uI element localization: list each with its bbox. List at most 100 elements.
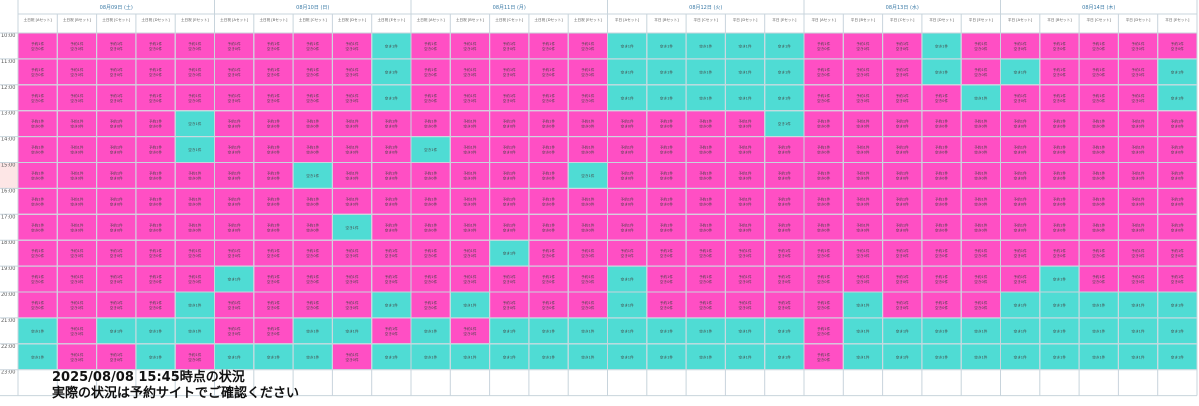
available-slot[interactable] <box>922 33 961 59</box>
booked-slot[interactable] <box>843 188 883 214</box>
available-slot[interactable] <box>1158 344 1197 370</box>
booked-slot[interactable] <box>450 85 490 111</box>
available-slot[interactable] <box>883 318 922 344</box>
booked-slot[interactable] <box>97 188 136 214</box>
booked-slot[interactable] <box>725 266 765 292</box>
available-slot[interactable] <box>647 318 686 344</box>
booked-slot[interactable] <box>922 163 961 188</box>
available-slot[interactable] <box>765 111 804 137</box>
booked-slot[interactable] <box>215 292 254 318</box>
booked-slot[interactable] <box>568 292 607 318</box>
booked-slot[interactable] <box>57 137 97 162</box>
booked-slot[interactable] <box>57 344 97 370</box>
available-slot[interactable] <box>1040 318 1079 344</box>
booked-slot[interactable] <box>883 163 922 188</box>
booked-slot[interactable] <box>254 292 293 318</box>
available-slot[interactable] <box>490 318 529 344</box>
booked-slot[interactable] <box>1079 266 1118 292</box>
available-slot[interactable] <box>961 344 1000 370</box>
available-slot[interactable] <box>372 344 411 370</box>
available-slot[interactable] <box>293 318 332 344</box>
booked-slot[interactable] <box>450 33 490 59</box>
booked-slot[interactable] <box>97 85 136 111</box>
booked-slot[interactable] <box>18 137 57 162</box>
booked-slot[interactable] <box>1079 188 1118 214</box>
available-slot[interactable] <box>647 344 686 370</box>
booked-slot[interactable] <box>1118 240 1158 266</box>
booked-slot[interactable] <box>686 188 725 214</box>
booked-slot[interactable] <box>765 188 804 214</box>
booked-slot[interactable] <box>490 59 529 85</box>
booked-slot[interactable] <box>18 240 57 266</box>
booked-slot[interactable] <box>490 188 529 214</box>
booked-slot[interactable] <box>1079 59 1118 85</box>
available-slot[interactable] <box>608 85 647 111</box>
booked-slot[interactable] <box>843 137 883 162</box>
booked-slot[interactable] <box>411 111 450 137</box>
booked-slot[interactable] <box>293 137 332 162</box>
booked-slot[interactable] <box>725 292 765 318</box>
booked-slot[interactable] <box>254 266 293 292</box>
booked-slot[interactable] <box>1079 163 1118 188</box>
booked-slot[interactable] <box>804 33 843 59</box>
booked-slot[interactable] <box>411 163 450 188</box>
available-slot[interactable] <box>1158 85 1197 111</box>
available-slot[interactable] <box>1118 344 1158 370</box>
booked-slot[interactable] <box>332 188 372 214</box>
booked-slot[interactable] <box>332 292 372 318</box>
booked-slot[interactable] <box>883 188 922 214</box>
booked-slot[interactable] <box>804 292 843 318</box>
booked-slot[interactable] <box>725 137 765 162</box>
booked-slot[interactable] <box>765 214 804 240</box>
booked-slot[interactable] <box>57 33 97 59</box>
booked-slot[interactable] <box>57 292 97 318</box>
booked-slot[interactable] <box>293 188 332 214</box>
available-slot[interactable] <box>647 85 686 111</box>
booked-slot[interactable] <box>1158 111 1197 137</box>
booked-slot[interactable] <box>529 266 568 292</box>
booked-slot[interactable] <box>922 240 961 266</box>
booked-slot[interactable] <box>215 163 254 188</box>
booked-slot[interactable] <box>332 163 372 188</box>
available-slot[interactable] <box>608 318 647 344</box>
booked-slot[interactable] <box>372 111 411 137</box>
available-slot[interactable] <box>1040 292 1079 318</box>
booked-slot[interactable] <box>175 59 214 85</box>
available-slot[interactable] <box>725 85 765 111</box>
booked-slot[interactable] <box>372 214 411 240</box>
booked-slot[interactable] <box>1118 163 1158 188</box>
booked-slot[interactable] <box>1001 85 1040 111</box>
booked-slot[interactable] <box>961 137 1000 162</box>
booked-slot[interactable] <box>372 266 411 292</box>
booked-slot[interactable] <box>725 163 765 188</box>
booked-slot[interactable] <box>568 266 607 292</box>
available-slot[interactable] <box>686 59 725 85</box>
booked-slot[interactable] <box>97 344 136 370</box>
booked-slot[interactable] <box>608 137 647 162</box>
booked-slot[interactable] <box>97 266 136 292</box>
available-slot[interactable] <box>608 266 647 292</box>
available-slot[interactable] <box>529 318 568 344</box>
available-slot[interactable] <box>529 344 568 370</box>
booked-slot[interactable] <box>883 214 922 240</box>
available-slot[interactable] <box>411 137 450 162</box>
booked-slot[interactable] <box>686 163 725 188</box>
booked-slot[interactable] <box>529 188 568 214</box>
booked-slot[interactable] <box>1040 111 1079 137</box>
booked-slot[interactable] <box>411 266 450 292</box>
booked-slot[interactable] <box>490 85 529 111</box>
booked-slot[interactable] <box>922 292 961 318</box>
booked-slot[interactable] <box>1040 214 1079 240</box>
booked-slot[interactable] <box>804 163 843 188</box>
booked-slot[interactable] <box>1158 33 1197 59</box>
booked-slot[interactable] <box>961 59 1000 85</box>
booked-slot[interactable] <box>765 163 804 188</box>
available-slot[interactable] <box>136 344 175 370</box>
booked-slot[interactable] <box>686 214 725 240</box>
available-slot[interactable] <box>961 318 1000 344</box>
booked-slot[interactable] <box>804 59 843 85</box>
available-slot[interactable] <box>490 240 529 266</box>
available-slot[interactable] <box>725 59 765 85</box>
booked-slot[interactable] <box>1040 137 1079 162</box>
available-slot[interactable] <box>332 318 372 344</box>
